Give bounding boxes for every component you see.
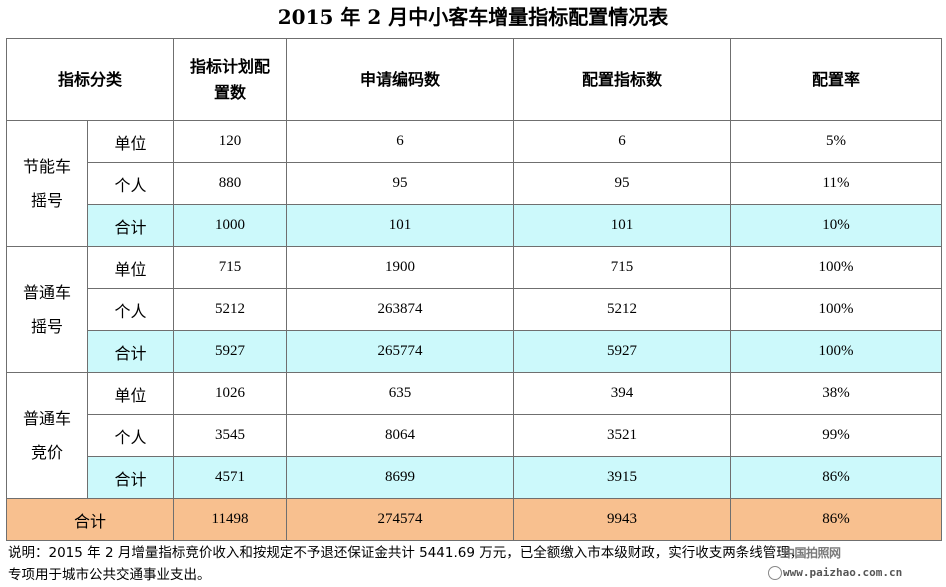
cell-allocated: 95 [513,162,732,205]
cell-plan: 4571 [173,456,288,499]
row-type: 合计 [86,330,175,373]
cell-plan: 3545 [173,414,288,457]
row-type: 单位 [86,372,175,415]
cell-rate: 86% [730,456,943,499]
group-label-line1: 普通车 [22,408,71,428]
row-type: 合计 [86,204,175,247]
cell-plan: 1026 [173,372,288,415]
cell-plan: 5927 [173,330,288,373]
group-label: 普通车 摇号 [6,246,88,373]
total-allocated: 9943 [513,498,732,541]
row-type: 单位 [86,120,175,163]
total-plan: 11498 [173,498,288,541]
cell-applications: 8699 [286,456,515,499]
cell-applications: 1900 [286,246,515,289]
watermark-logo: 中国拍照网 [783,546,841,560]
table-row: 个人 3545 8064 3521 99% [7,414,943,457]
cell-allocated: 394 [513,372,732,415]
cell-plan: 120 [173,120,288,163]
watermark-url: www.paizhao.com.cn [783,566,903,579]
total-row: 合计 11498 274574 9943 86% [5,498,943,541]
cell-allocated: 5927 [513,330,732,373]
header-plan: 指标计划配 置数 [173,38,288,121]
group-label-line2: 摇号 [30,316,63,336]
cell-plan: 5212 [173,288,288,331]
watermark-circle-icon [768,566,782,580]
subtotal-row: 合计 4571 8699 3915 86% [7,456,943,499]
total-applications: 274574 [286,498,515,541]
cell-rate: 10% [730,204,943,247]
cell-applications: 101 [286,204,515,247]
page-title: 2015 年 2 月中小客车增量指标配置情况表 [277,5,669,29]
group-label-line1: 普通车 [22,282,71,302]
cell-plan: 1000 [173,204,288,247]
header-rate: 配置率 [730,38,943,121]
footnote: 说明：2015 年 2 月增量指标竞价收入和按规定不予退还保证金共计 5441.… [8,542,943,586]
subtotal-row: 合计 1000 101 101 10% [7,204,943,247]
cell-rate: 38% [730,372,943,415]
cell-plan: 715 [173,246,288,289]
table-row: 个人 880 95 95 11% [7,162,943,205]
cell-allocated: 5212 [513,288,732,331]
cell-applications: 6 [286,120,515,163]
header-category: 指标分类 [5,38,175,121]
cell-applications: 263874 [286,288,515,331]
row-type: 个人 [86,162,175,205]
group-label-line2: 摇号 [30,190,63,210]
cell-applications: 635 [286,372,515,415]
cell-applications: 8064 [286,414,515,457]
cell-applications: 265774 [286,330,515,373]
cell-rate: 100% [730,246,943,289]
subtotal-row: 合计 5927 265774 5927 100% [7,330,943,373]
cell-allocated: 6 [513,120,732,163]
cell-applications: 95 [286,162,515,205]
header-plan-line2: 置数 [214,82,247,102]
cell-rate: 5% [730,120,943,163]
row-type: 单位 [86,246,175,289]
total-rate: 86% [730,498,943,541]
group-label: 普通车 竞价 [6,372,88,499]
table-row: 节能车摇号 单位 120 6 6 5% [6,120,943,247]
header-plan-line1: 指标计划配 [190,56,271,76]
cell-rate: 100% [730,288,943,331]
header-applications: 申请编码数 [286,38,515,121]
total-label: 合计 [5,498,175,541]
cell-rate: 11% [730,162,943,205]
group-label-line1: 节能车 [22,156,71,176]
cell-rate: 100% [730,330,943,373]
quota-table: 指标分类 指标计划配置数 申请编码数 配置指标数 配置率 节能车摇号 单位 12… [5,38,943,541]
header-allocated: 配置指标数 [513,38,732,121]
cell-allocated: 101 [513,204,732,247]
row-type: 个人 [86,414,175,457]
cell-allocated: 3915 [513,456,732,499]
table-row: 个人 5212 263874 5212 100% [7,288,943,331]
cell-allocated: 715 [513,246,732,289]
group-label: 节能车 摇号 [6,120,88,247]
cell-rate: 99% [730,414,943,457]
table-row: 普通车竞价 单位 1026 635 394 38% [6,372,943,499]
footnote-line2: 专项用于城市公共交通事业支出。 [8,567,211,583]
cell-allocated: 3521 [513,414,732,457]
cell-plan: 880 [173,162,288,205]
row-type: 合计 [86,456,175,499]
footnote-line1: 说明：2015 年 2 月增量指标竞价收入和按规定不予退还保证金共计 5441.… [8,545,804,561]
row-type: 个人 [86,288,175,331]
header-row: 指标分类 指标计划配置数 申请编码数 配置指标数 配置率 [5,38,943,121]
table-row: 普通车摇号 单位 715 1900 715 100% [6,246,943,373]
group-label-line2: 竞价 [30,442,63,462]
